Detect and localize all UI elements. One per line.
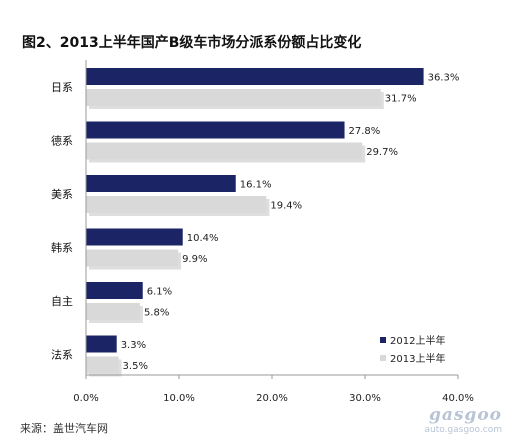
x-tick-label: 10.0%	[163, 393, 195, 404]
data-label: 19.4%	[270, 201, 302, 212]
data-label: 27.8%	[349, 126, 381, 137]
data-label: 9.9%	[182, 254, 207, 265]
data-label: 16.1%	[240, 180, 272, 191]
category-label: 韩系	[51, 241, 73, 255]
bar-德系-s0	[86, 121, 345, 139]
category-label: 德系	[51, 134, 73, 148]
watermark: gasgoo auto.gasgoo.com	[410, 406, 502, 442]
data-label: 31.7%	[385, 94, 417, 105]
category-label: 日系	[51, 81, 73, 94]
data-label: 3.5%	[123, 361, 148, 372]
x-tick-label: 30.0%	[349, 393, 381, 404]
source-note: 来源：盖世汽车网	[20, 422, 108, 435]
x-tick-label: 40.0%	[442, 393, 474, 404]
data-label: 29.7%	[366, 147, 398, 158]
legend-swatch	[380, 337, 386, 343]
bar-法系-s0	[86, 335, 117, 353]
data-label: 3.3%	[121, 340, 146, 351]
category-label: 美系	[51, 188, 73, 201]
legend-label: 2013上半年	[390, 352, 445, 365]
data-label: 36.3%	[428, 73, 460, 84]
data-label: 5.8%	[144, 308, 169, 319]
category-label: 自主	[51, 295, 73, 308]
bar-德系-s1	[86, 142, 363, 160]
bar-marks: 36.3% 31.7% 27.8% 29.7% 16.1% 19.4% 10.4% 9.9% 6…	[86, 68, 459, 377]
bar-自主-s0	[86, 282, 143, 299]
legend: 2012上半年 2013上半年	[380, 334, 445, 365]
x-axis: 0.0% 10.0% 20.0% 30.0% 40.0%	[73, 60, 474, 404]
data-label: 10.4%	[187, 233, 219, 244]
legend-label: 2012上半年	[390, 334, 445, 347]
category-label: 法系	[51, 348, 73, 362]
bar-日系-s0	[86, 68, 424, 85]
bar-自主-s1	[86, 303, 140, 320]
bar-韩系-s0	[86, 228, 183, 246]
chart-title: 图2、2013上半年国产B级车市场分派系份额占比变化	[22, 35, 362, 51]
x-tick-label: 0.0%	[73, 393, 98, 404]
bar-美系-s0	[86, 175, 236, 192]
watermark-url: auto.gasgoo.com	[424, 425, 502, 435]
watermark-logo: gasgoo	[428, 405, 502, 425]
bar-美系-s1	[86, 196, 267, 213]
bar-韩系-s1	[86, 249, 179, 267]
x-tick-label: 20.0%	[256, 393, 288, 404]
bar-法系-s1	[86, 356, 119, 374]
data-label: 6.1%	[147, 287, 172, 298]
legend-swatch	[380, 355, 386, 361]
bar-日系-s1	[86, 89, 381, 106]
